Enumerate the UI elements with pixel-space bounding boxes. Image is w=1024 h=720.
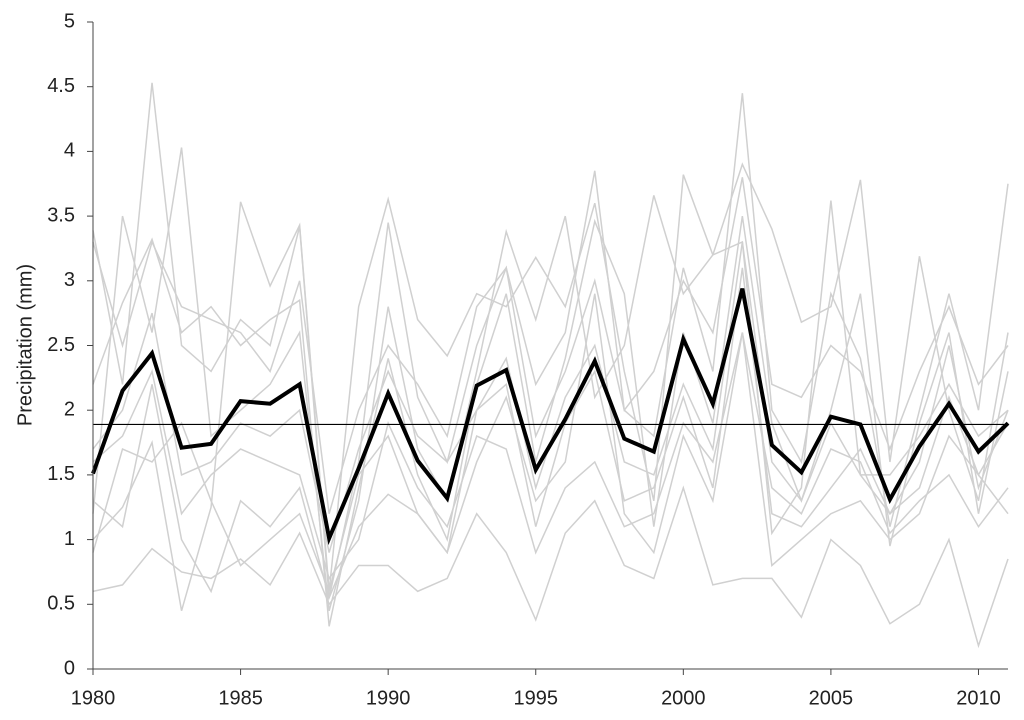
y-tick-label: 2.5 [47, 334, 75, 356]
x-tick-label: 1995 [513, 687, 558, 709]
series-line [92, 293, 1009, 601]
y-tick-label: 5 [64, 10, 75, 32]
y-tick-label: 1.5 [47, 463, 75, 485]
x-tick-label: 2005 [809, 687, 854, 709]
series-line [92, 147, 1009, 611]
series-line [92, 177, 1009, 514]
y-tick-label: 3 [64, 269, 75, 291]
series-line [92, 82, 1009, 598]
y-tick-label: 0 [64, 657, 75, 679]
y-tick-label: 3.5 [47, 204, 75, 226]
y-tick-label: 2 [64, 398, 75, 420]
series-line [92, 485, 1009, 649]
series-line [92, 215, 1009, 627]
x-tick-label: 2000 [661, 687, 706, 709]
y-tick-label: 4.5 [47, 75, 75, 97]
y-axis-label: Precipitation (mm) [14, 264, 36, 426]
series-line [92, 332, 1009, 581]
y-tick-label: 1 [64, 528, 75, 550]
x-tick-label: 1980 [71, 687, 116, 709]
series-line [92, 267, 1009, 594]
y-tick-label: 4 [64, 140, 75, 162]
series-line [92, 174, 1009, 611]
x-tick-label: 2010 [956, 687, 1001, 709]
x-tick-label: 1985 [218, 687, 263, 709]
series-line [91, 288, 1010, 546]
x-tick-label: 1990 [366, 687, 411, 709]
y-tick-label: 0.5 [47, 593, 75, 615]
